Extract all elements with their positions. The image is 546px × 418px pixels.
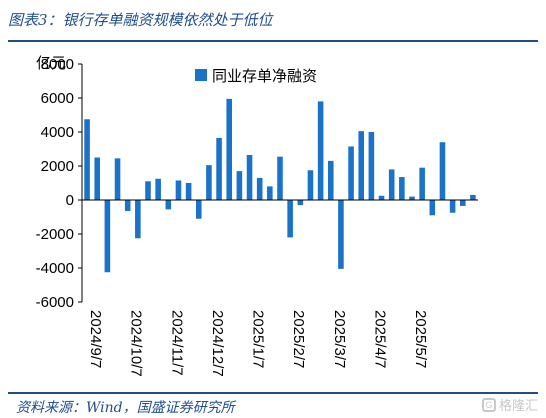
bar — [307, 170, 314, 200]
x-tick-label: 2024/10/7 — [128, 310, 145, 377]
bar — [409, 196, 415, 200]
bar — [368, 132, 375, 200]
y-tick-label: 0 — [66, 192, 74, 209]
bar — [155, 178, 161, 200]
x-tick-label: 2025/2/7 — [290, 310, 307, 368]
legend-label: 同业存单净融资 — [212, 68, 317, 85]
y-tick-label: -2000 — [36, 226, 74, 243]
x-tick-label: 2024/11/7 — [168, 310, 185, 376]
bar — [185, 183, 192, 200]
y-tick-label: 4000 — [41, 124, 74, 141]
bar — [317, 101, 324, 200]
bar — [104, 200, 111, 273]
y-tick-label: 2000 — [41, 158, 74, 175]
y-tick-label: -4000 — [36, 260, 74, 277]
bar — [267, 186, 273, 200]
bar — [206, 165, 212, 200]
bar — [459, 200, 466, 206]
x-tick-label: 2025/1/7 — [250, 310, 267, 368]
bar — [449, 200, 456, 213]
bar-chart: -6000 -4000 -2000 0 2000 4000 6000 8000 2024/9/7… — [36, 56, 478, 377]
gelonghui-logo-icon: G — [481, 397, 496, 412]
bar — [348, 146, 354, 200]
bar — [145, 181, 151, 200]
x-tick-label: 2024/9/7 — [87, 310, 104, 368]
x-tick-label: 2025/5/7 — [412, 310, 429, 368]
bar — [256, 177, 263, 200]
bar — [327, 160, 334, 200]
bar — [429, 200, 436, 216]
bar — [378, 195, 385, 200]
bar — [419, 167, 425, 200]
bar — [114, 158, 121, 200]
legend: 同业存单净融资 — [195, 68, 317, 85]
bar — [226, 98, 233, 200]
bar — [216, 137, 222, 200]
bar — [439, 142, 446, 200]
y-axis-unit: 亿元 — [36, 55, 67, 72]
bar — [195, 200, 202, 219]
x-tick-label: 2024/12/7 — [209, 310, 226, 377]
title-divider — [8, 40, 538, 42]
watermark-text: 格隆汇 — [498, 398, 538, 413]
bar — [470, 194, 476, 200]
axes: -6000 -4000 -2000 0 2000 4000 6000 8000 2024/9/7… — [36, 56, 478, 377]
legend-swatch — [195, 69, 207, 81]
x-tick-label: 2025/3/7 — [331, 310, 348, 368]
y-tick-label: -6000 — [36, 294, 74, 311]
bar — [175, 180, 182, 200]
bar — [124, 200, 131, 212]
bar — [236, 171, 243, 200]
bar — [84, 119, 90, 200]
watermark: G 格隆汇 — [481, 395, 538, 414]
bar — [287, 200, 293, 238]
y-tick-label: 6000 — [41, 90, 74, 107]
bar — [277, 156, 283, 200]
bar-series — [84, 98, 476, 273]
bar — [358, 131, 365, 200]
bar — [246, 154, 253, 200]
y-tick-label: 8000 — [41, 56, 74, 73]
bar — [399, 177, 405, 200]
bar — [135, 200, 141, 239]
source-divider — [8, 392, 538, 394]
x-tick-label: 2025/4/7 — [371, 310, 388, 368]
figure-title: 图表3：银行存单融资规模依然处于低位 — [8, 11, 273, 29]
bar — [297, 200, 304, 206]
figure-source: 资料来源：Wind，国盛证券研究所 — [16, 400, 235, 416]
bar — [388, 169, 395, 200]
bar — [338, 200, 344, 269]
bar — [94, 157, 101, 200]
bar — [165, 200, 172, 210]
